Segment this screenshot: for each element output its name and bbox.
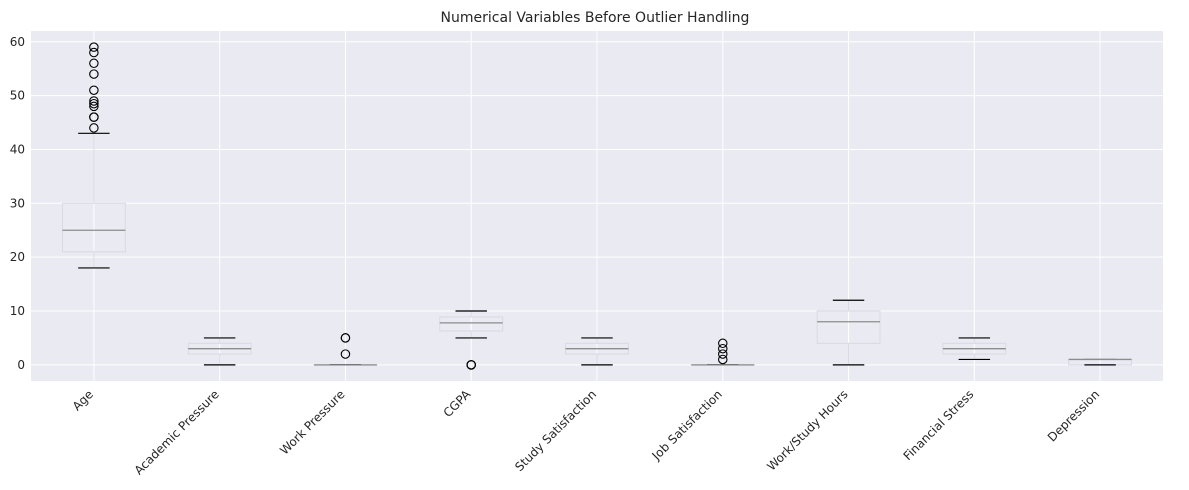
outlier-point: [89, 112, 99, 122]
outlier-point: [89, 123, 99, 133]
x-tick-label: Depression: [1045, 387, 1102, 444]
outlier-point: [718, 354, 728, 365]
box-iqr: [61, 202, 126, 253]
outlier-point: [718, 343, 728, 354]
box-group: [690, 338, 755, 366]
outlier-point: [89, 85, 99, 95]
y-tick-label: 0: [17, 358, 25, 372]
box-group: [1068, 358, 1133, 366]
y-tick-label: 30: [10, 196, 25, 210]
y-tick-label: 60: [10, 35, 25, 49]
y-tick-label: 10: [10, 304, 25, 318]
y-tick-label: 20: [10, 250, 25, 264]
x-tick-label: Work/Study Hours: [764, 387, 850, 473]
box-group: [942, 337, 1007, 361]
x-tick-label: Study Satisfaction: [512, 387, 599, 474]
outlier-point: [89, 42, 99, 52]
box-group: [187, 337, 252, 366]
x-tick-label: Job Satisfaction: [649, 387, 725, 463]
outlier-point: [89, 58, 99, 69]
outlier-point: [340, 333, 351, 343]
outlier-point: [718, 349, 728, 359]
box-group: [816, 299, 881, 366]
box-iqr: [439, 316, 504, 332]
y-tick-label: 40: [10, 142, 25, 156]
box-group: [565, 337, 629, 366]
y-axis-ticks: 0 10 20 30 40 50 60: [10, 35, 25, 372]
y-tick-label: 50: [10, 89, 25, 103]
x-tick-label: CGPA: [441, 387, 474, 420]
box-iqr: [816, 310, 881, 344]
chart-title: Numerical Variables Before Outlier Handl…: [441, 10, 750, 26]
outlier-point: [718, 338, 728, 349]
x-tick-label: Financial Stress: [901, 387, 977, 463]
outlier-point: [89, 47, 99, 58]
box-group: [61, 42, 126, 269]
x-tick-label: Academic Pressure: [132, 387, 222, 477]
outlier-point: [89, 96, 99, 106]
x-tick-label: Work Pressure: [277, 387, 347, 457]
outlier-point: [89, 69, 99, 79]
outlier-point: [89, 101, 99, 112]
outlier-point: [466, 360, 476, 370]
box-group: [313, 333, 378, 366]
outlier-point: [340, 349, 351, 359]
x-tick-label: Age: [70, 387, 96, 413]
outlier-point: [89, 98, 99, 109]
box-group: [439, 310, 504, 370]
x-axis-ticks: Age Academic Pressure Work Pressure CGPA Stu…: [70, 387, 1103, 478]
box-layer: [61, 42, 1133, 370]
